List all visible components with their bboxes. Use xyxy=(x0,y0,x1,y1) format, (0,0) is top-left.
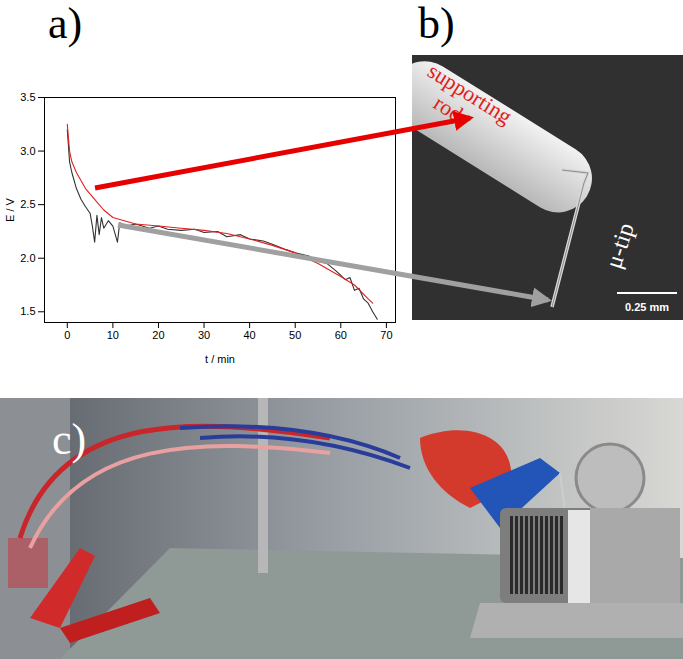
svg-text:supportingrod: supportingrod xyxy=(412,58,516,149)
html-text:b): b) xyxy=(418,0,455,48)
svg-text:t / min: t / min xyxy=(205,353,235,365)
svg-text:3.0: 3.0 xyxy=(20,145,35,157)
svg-text:20: 20 xyxy=(152,329,164,341)
svg-text:70: 70 xyxy=(380,329,392,341)
svg-text:2.0: 2.0 xyxy=(20,252,35,264)
svg-text:μ-tip: μ-tip xyxy=(600,220,639,272)
svg-text:30: 30 xyxy=(198,329,210,341)
svg-text:2.5: 2.5 xyxy=(20,198,35,210)
svg-text:1.5: 1.5 xyxy=(20,305,35,317)
svg-text:0: 0 xyxy=(64,329,70,341)
svg-text:60: 60 xyxy=(335,329,347,341)
svg-text:0.25 mm: 0.25 mm xyxy=(625,301,669,313)
svg-text:10: 10 xyxy=(107,329,119,341)
svg-text:50: 50 xyxy=(289,329,301,341)
html-text:a): a) xyxy=(48,0,83,48)
svg-text:3.5: 3.5 xyxy=(20,91,35,103)
html-text:c): c) xyxy=(52,415,87,464)
svg-text:40: 40 xyxy=(244,329,256,341)
svg-text:E / V: E / V xyxy=(4,197,16,222)
